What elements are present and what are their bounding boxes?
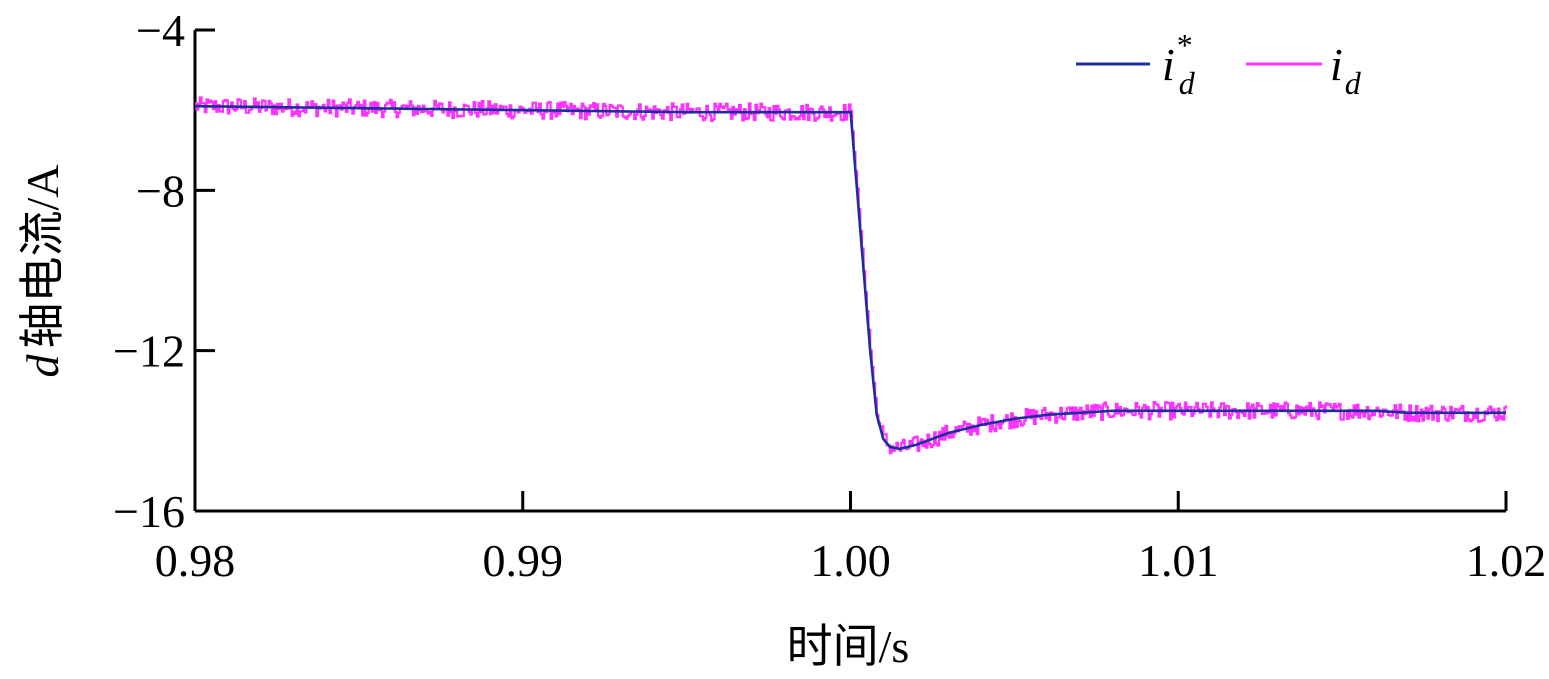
legend-label-i-d-star-main: i — [1162, 39, 1175, 90]
x-tick-label: 0.99 — [483, 535, 564, 586]
legend-label-i-d-sub: d — [1345, 65, 1362, 101]
y-axis-title-text: 轴电流/A — [17, 165, 68, 349]
x-axis-ticks: 0.98 0.99 1.00 1.01 1.02 — [155, 491, 1547, 586]
x-tick-label: 1.02 — [1466, 535, 1547, 586]
y-tick-label: −8 — [136, 165, 185, 216]
legend-label-i-d-star-sup: * — [1177, 27, 1193, 63]
y-tick-label: −4 — [136, 5, 185, 56]
x-tick-label: 1.01 — [1138, 535, 1219, 586]
x-axis-title: 时间/s — [787, 621, 910, 672]
legend-label-i-d-main: i — [1330, 39, 1343, 90]
x-tick-label: 0.98 — [155, 535, 236, 586]
legend-label-i-d-star: i* d — [1162, 27, 1196, 101]
y-tick-label: −16 — [113, 486, 185, 537]
series-line-i-d-star — [195, 104, 1506, 451]
legend-label-i-d: id — [1330, 39, 1362, 101]
x-tick-label: 1.00 — [810, 535, 891, 586]
series-layer — [195, 96, 1508, 455]
y-axis-ticks: −4 −8 −12 −16 — [113, 5, 215, 537]
y-axis-title-var: d — [17, 354, 68, 378]
y-axis-title: d 轴电流/A — [17, 165, 68, 378]
legend: i* d id — [1076, 27, 1362, 101]
y-tick-label: −12 — [113, 326, 185, 377]
series-line-i-d — [195, 96, 1508, 455]
legend-label-i-d-star-sub: d — [1179, 65, 1196, 101]
